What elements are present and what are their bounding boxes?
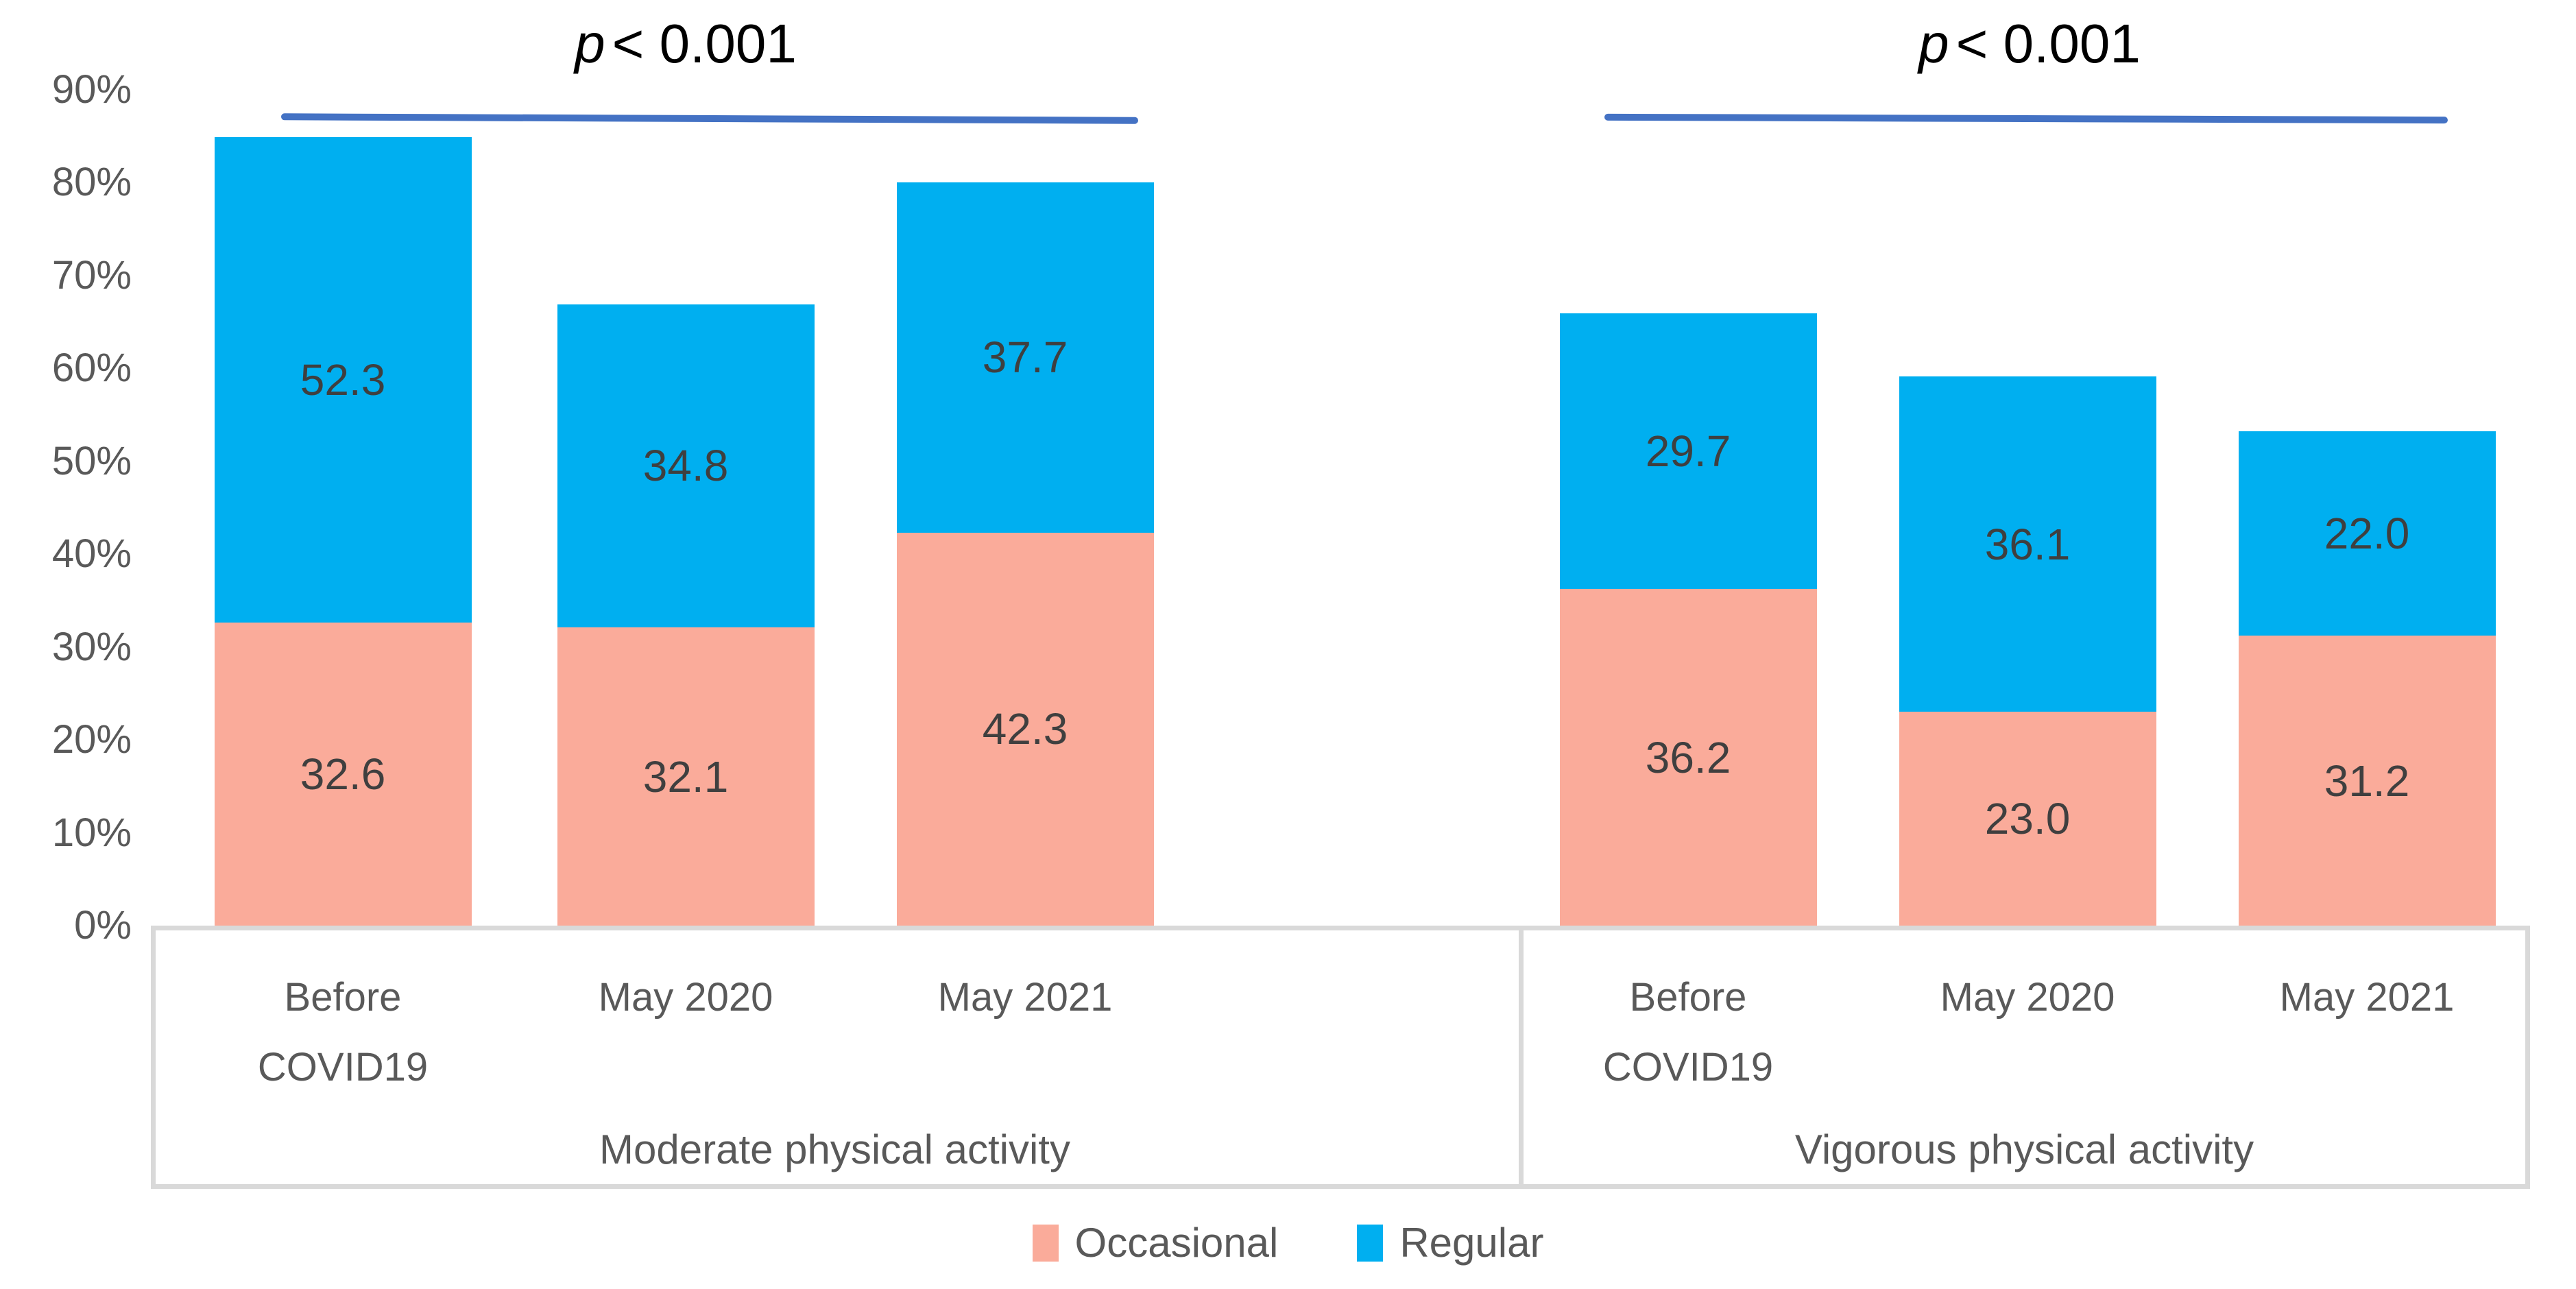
bar-moderate-may-2020: 34.8 32.1 <box>557 304 815 926</box>
bar-segment-occasional: 32.1 <box>557 627 815 926</box>
group-label-vigorous: Vigorous physical activity <box>1794 1127 2254 1172</box>
data-label-occasional: 32.6 <box>300 749 386 799</box>
bar-segment-occasional: 23.0 <box>1899 712 2156 926</box>
bar-segment-regular: 22.0 <box>2238 431 2496 636</box>
p-symbol: p <box>575 13 605 74</box>
legend-item-regular: Regular <box>1357 1219 1543 1266</box>
significance-line-vigorous <box>1604 113 2448 124</box>
significance-line-moderate <box>280 113 1139 124</box>
bar-segment-regular: 34.8 <box>557 304 815 628</box>
y-axis-tick-70: 70% <box>51 252 132 298</box>
category-axis-box <box>151 926 2530 1189</box>
data-label-occasional: 32.1 <box>642 751 729 802</box>
p-value-annotation-vigorous: p < 0.001 <box>1755 12 2304 75</box>
data-label-regular: 34.8 <box>642 441 729 491</box>
category-label-vigorous-may-2021: May 2021 <box>2279 975 2455 1020</box>
y-axis-tick-40: 40% <box>51 531 132 576</box>
data-label-regular: 36.1 <box>1984 519 2071 569</box>
bar-vigorous-before-covid19: 29.7 36.2 <box>1559 313 1817 926</box>
category-label-moderate-may-2020: May 2020 <box>598 975 773 1020</box>
y-axis-tick-90: 90% <box>51 67 132 112</box>
y-axis-tick-20: 20% <box>51 717 132 762</box>
p-symbol: p <box>1918 13 1949 74</box>
category-label-moderate-may-2021: May 2021 <box>937 975 1113 1020</box>
legend: Occasional Regular <box>0 1219 2576 1266</box>
bar-vigorous-may-2020: 36.1 23.0 <box>1899 376 2156 926</box>
p-value-annotation-moderate: p < 0.001 <box>411 12 960 75</box>
data-label-regular: 22.0 <box>2324 509 2410 559</box>
data-label-occasional: 23.0 <box>1984 794 2071 844</box>
category-label-vigorous-before-covid19: Before COVID19 <box>1602 975 1774 1089</box>
data-label-occasional: 42.3 <box>982 704 1068 754</box>
data-label-regular: 37.7 <box>982 333 1068 383</box>
data-label-regular: 52.3 <box>300 354 386 405</box>
legend-swatch-occasional <box>1032 1224 1059 1262</box>
bar-segment-regular: 36.1 <box>1899 376 2156 712</box>
data-label-occasional: 36.2 <box>1645 732 1731 782</box>
bar-segment-regular: 37.7 <box>896 182 1154 533</box>
group-divider-line <box>1519 930 1524 1184</box>
y-axis-tick-50: 50% <box>51 438 132 483</box>
legend-item-occasional: Occasional <box>1032 1219 1279 1266</box>
category-label-vigorous-may-2020: May 2020 <box>1940 975 2115 1020</box>
data-label-occasional: 31.2 <box>2324 756 2410 806</box>
y-axis-tick-0: 0% <box>74 903 132 948</box>
bar-segment-occasional: 32.6 <box>214 623 472 926</box>
p-value-text: < 0.001 <box>1955 13 2141 74</box>
bar-vigorous-may-2021: 22.0 31.2 <box>2238 431 2496 926</box>
data-label-regular: 29.7 <box>1645 426 1731 477</box>
bar-moderate-before-covid19: 52.3 32.6 <box>214 136 472 926</box>
y-axis-tick-60: 60% <box>51 346 132 390</box>
y-axis-tick-30: 30% <box>51 624 132 669</box>
bar-segment-regular: 52.3 <box>214 136 472 623</box>
y-axis-tick-10: 10% <box>51 810 132 855</box>
bar-segment-regular: 29.7 <box>1559 313 1817 590</box>
legend-label-regular: Regular <box>1399 1220 1544 1266</box>
bar-segment-occasional: 42.3 <box>896 532 1154 926</box>
bar-segment-occasional: 31.2 <box>2238 636 2496 926</box>
group-label-moderate: Moderate physical activity <box>599 1127 1070 1172</box>
legend-swatch-regular <box>1357 1224 1384 1262</box>
p-value-text: < 0.001 <box>612 13 797 74</box>
y-axis-tick-80: 80% <box>51 160 132 204</box>
legend-label-occasional: Occasional <box>1074 1220 1279 1266</box>
bar-segment-occasional: 36.2 <box>1559 589 1817 926</box>
category-label-moderate-before-covid19: Before COVID19 <box>257 975 429 1089</box>
bar-moderate-may-2021: 37.7 42.3 <box>896 182 1154 926</box>
